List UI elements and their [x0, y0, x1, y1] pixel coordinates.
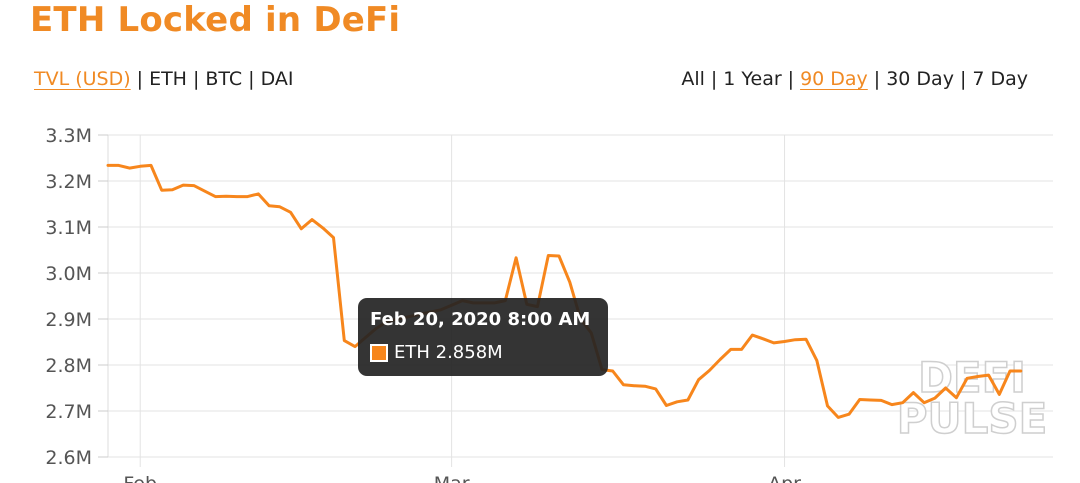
- x-tick-label: Mar: [434, 473, 470, 483]
- separator: |: [248, 68, 255, 90]
- range-option-1-year[interactable]: 1 Year: [723, 68, 782, 90]
- y-tick-label: 2.8M: [45, 355, 92, 377]
- range-option-all[interactable]: All: [681, 68, 705, 90]
- separator: |: [873, 68, 881, 90]
- unit-option-tvl-usd[interactable]: TVL (USD): [34, 68, 131, 90]
- unit-option-eth[interactable]: ETH: [149, 68, 187, 90]
- unit-selector: TVL (USD) | ETH | BTC | DAI: [34, 68, 293, 90]
- y-tick-label: 3.3M: [45, 125, 92, 147]
- range-option-30-day[interactable]: 30 Day: [886, 68, 954, 90]
- unit-option-btc[interactable]: BTC: [205, 68, 243, 90]
- separator: |: [136, 68, 144, 90]
- y-tick-label: 2.9M: [45, 309, 92, 331]
- range-option-7-day[interactable]: 7 Day: [972, 68, 1028, 90]
- watermark-line-2: PULSE: [897, 394, 1048, 443]
- series-eth: [106, 163, 1023, 419]
- series-line: [106, 163, 1023, 419]
- separator: |: [959, 68, 967, 90]
- x-tick-label: Feb: [123, 473, 157, 483]
- tvl-line-chart[interactable]: 3.3M 3.2M 3.1M 3.0M 2.9M 2.8M 2.7M 2.6M Feb Mar A…: [0, 110, 1080, 483]
- y-tick-label: 2.7M: [45, 401, 92, 423]
- x-axis: Feb Mar Apr: [123, 473, 801, 483]
- unit-option-dai[interactable]: DAI: [260, 68, 294, 90]
- page-title: ETH Locked in DeFi: [30, 0, 401, 40]
- y-tick-label: 3.1M: [45, 217, 92, 239]
- tooltip-date: Feb 20, 2020 8:00 AM: [370, 309, 591, 330]
- chart-tooltip: Feb 20, 2020 8:00 AM ETH 2.858M: [358, 298, 608, 376]
- range-selector: All | 1 Year | 90 Day | 30 Day | 7 Day: [681, 68, 1028, 90]
- separator: |: [787, 68, 795, 90]
- separator: |: [192, 68, 200, 90]
- x-tick-label: Apr: [768, 473, 801, 483]
- separator: |: [710, 68, 718, 90]
- tooltip-row: ETH 2.858M: [370, 342, 503, 363]
- range-option-90-day[interactable]: 90 Day: [800, 68, 868, 90]
- tooltip-color-swatch: [370, 343, 388, 362]
- tooltip-value: ETH 2.858M: [394, 342, 503, 363]
- y-tick-label: 2.6M: [45, 447, 92, 469]
- y-axis: 3.3M 3.2M 3.1M 3.0M 2.9M 2.8M 2.7M 2.6M: [45, 125, 108, 469]
- y-tick-label: 3.2M: [45, 171, 92, 193]
- y-tick-label: 3.0M: [45, 263, 92, 285]
